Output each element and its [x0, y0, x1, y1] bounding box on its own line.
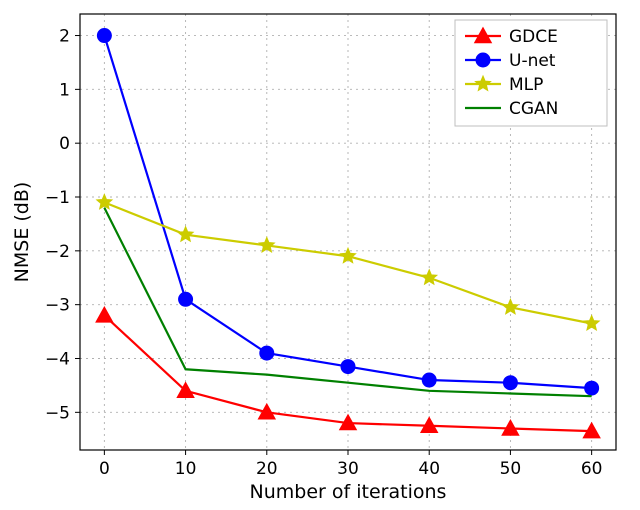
svg-text:0: 0: [59, 134, 70, 154]
svg-text:MLP: MLP: [509, 75, 543, 95]
svg-text:50: 50: [500, 459, 522, 479]
svg-text:−3: −3: [45, 296, 70, 316]
svg-text:−2: −2: [45, 242, 70, 262]
svg-text:60: 60: [581, 459, 603, 479]
svg-text:40: 40: [418, 459, 440, 479]
svg-text:30: 30: [337, 459, 359, 479]
svg-text:−4: −4: [45, 349, 70, 369]
svg-text:2: 2: [59, 27, 70, 47]
svg-text:CGAN: CGAN: [509, 99, 558, 119]
svg-text:Number of iterations: Number of iterations: [250, 481, 447, 503]
svg-text:−1: −1: [45, 188, 70, 208]
svg-text:GDCE: GDCE: [509, 27, 558, 47]
chart-svg: 0 10 20 30 40 50 60 −5 −4 −3 −2 −1 0 1 2 Number of iter…: [0, 0, 640, 510]
svg-text:U-net: U-net: [509, 51, 556, 71]
svg-text:10: 10: [175, 459, 197, 479]
svg-text:NMSE (dB): NMSE (dB): [11, 182, 33, 283]
svg-text:0: 0: [99, 459, 110, 479]
svg-text:20: 20: [256, 459, 278, 479]
legend: GDCE U-net MLP CGAN: [455, 20, 607, 126]
svg-text:−5: −5: [45, 403, 70, 423]
svg-text:1: 1: [59, 80, 70, 100]
nmse-chart: 0 10 20 30 40 50 60 −5 −4 −3 −2 −1 0 1 2 Number of iter…: [0, 0, 640, 510]
